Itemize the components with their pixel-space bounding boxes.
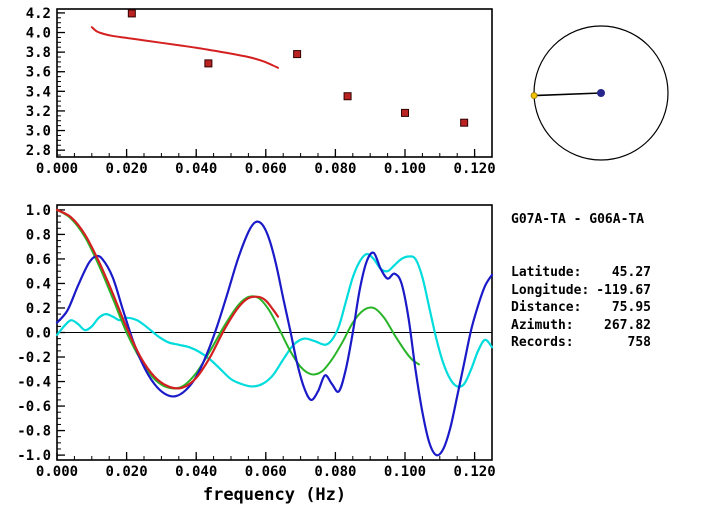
x-tick-label: 0.020 [106, 464, 148, 480]
info-label: Longitude: [511, 282, 590, 298]
y-tick-label: 0.4 [26, 276, 51, 292]
x-tick-label: 0.120 [454, 161, 496, 177]
y-tick-label: 0.6 [26, 252, 51, 268]
info-value: 75.95 [611, 300, 651, 316]
y-tick-label: -0.6 [17, 399, 51, 415]
info-label: Azimuth: [511, 317, 574, 333]
plot-box [56, 204, 493, 461]
reference-station-dot [597, 89, 605, 97]
x-tick-label: 0.020 [106, 161, 148, 177]
series-reference-dispersion-curve [90, 26, 279, 69]
y-tick-label: -0.8 [17, 424, 51, 440]
x-tick-label: 0.120 [454, 464, 496, 480]
station-info-row: Distance: 75.95 [511, 299, 651, 317]
info-value: 267.82 [604, 317, 651, 333]
x-tick-label: 0.000 [36, 161, 78, 177]
y-tick-label: 3.8 [26, 45, 51, 61]
series-green-curve [56, 208, 420, 390]
series-blue-curve [55, 220, 494, 457]
measured-velocity-marker [343, 92, 352, 101]
info-label: Latitude: [511, 264, 582, 280]
x-tick-label: 0.040 [175, 464, 217, 480]
measured-velocity-marker [460, 118, 469, 127]
y-tick-label: 3.0 [26, 124, 51, 140]
x-tick-label: 0.100 [384, 161, 426, 177]
y-tick-label: -0.2 [17, 350, 51, 366]
x-tick-label: 0.040 [175, 161, 217, 177]
x-tick-label: 0.000 [36, 464, 78, 480]
y-tick-label: 2.8 [26, 143, 51, 159]
chart-group-velocity-dispersion: 0.000 0.020 0.040 0.060 0.080 0.100 0.120 2.8 3.… [26, 6, 496, 177]
station-info-row: Longitude: -119.67 [511, 282, 651, 300]
info-value: -119.67 [596, 282, 651, 298]
x-tick-label: 0.060 [245, 161, 287, 177]
info-label: Distance: [511, 300, 582, 316]
station-info-row: Records: 758 [511, 334, 651, 352]
remote-station-dot [530, 92, 538, 99]
azimuth-plot [530, 25, 669, 161]
info-label: Records: [511, 335, 574, 351]
station-info-panel: G07A-TA - G06A-TA Latitude: 45.27 Longitud… [511, 176, 696, 387]
y-tick-label: 3.4 [26, 84, 51, 100]
info-value: 758 [627, 335, 651, 351]
measured-velocity-marker [127, 9, 136, 18]
y-tick-label: 4.2 [26, 6, 51, 22]
measured-velocity-marker [204, 59, 213, 68]
info-value: 45.27 [611, 264, 651, 280]
azimuth-line [534, 92, 602, 97]
x-tick-label: 0.100 [384, 464, 426, 480]
station-info-row: Latitude: 45.27 [511, 264, 651, 282]
station-pair-title: G07A-TA - G06A-TA [511, 212, 645, 228]
y-tick-label: 3.2 [26, 104, 51, 120]
x-tick-label: 0.080 [314, 161, 356, 177]
x-tick-label: 0.080 [314, 464, 356, 480]
y-tick-label: 0.2 [26, 301, 51, 317]
series-red-curve [55, 208, 280, 390]
station-info-row: Azimuth: 267.82 [511, 317, 651, 335]
y-tick-label: 4.0 [26, 26, 51, 42]
measured-velocity-marker [293, 50, 302, 59]
series-cyan-curve [55, 252, 494, 388]
measured-velocity-marker [401, 108, 409, 117]
y-tick-label: 0.0 [26, 326, 51, 342]
y-tick-label: 0.8 [26, 227, 51, 243]
y-tick-label: 3.6 [26, 65, 51, 81]
station-info-rows: Latitude: 45.27 Longitude: -119.67 Distance:… [511, 264, 696, 352]
y-tick-label: -0.4 [17, 375, 51, 391]
chart-cross-correlation: 0.000 0.020 0.040 0.060 0.080 0.100 0.120 -1.0 -… [17, 203, 495, 505]
x-tick-label: 0.060 [245, 464, 287, 480]
x-axis-label: frequency (Hz) [203, 485, 346, 505]
y-tick-label: -1.0 [17, 448, 51, 464]
plot-box [56, 8, 493, 158]
y-tick-label: 1.0 [26, 203, 51, 219]
